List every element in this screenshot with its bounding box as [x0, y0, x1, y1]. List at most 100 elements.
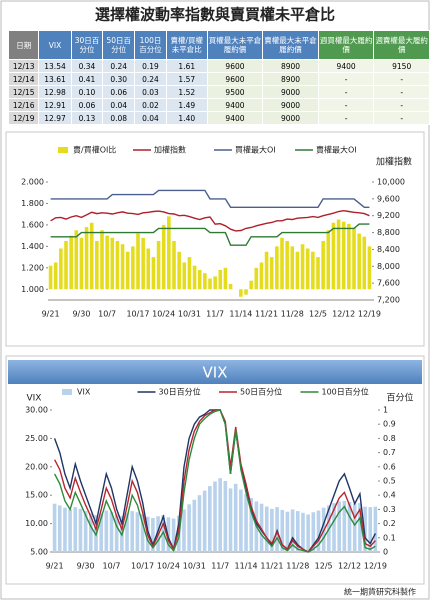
bar — [197, 495, 202, 552]
table-cell: 12.97 — [38, 111, 72, 125]
x-tick-label: 10/7 — [98, 310, 116, 319]
table-cell: 12.91 — [38, 98, 72, 112]
bar — [172, 241, 176, 290]
legend-label: VIX — [77, 388, 91, 397]
x-tick-label: 11/7 — [206, 310, 224, 319]
y2-tick-label: 7,200 — [377, 296, 400, 305]
y2-axis-title: 加權指數 — [376, 156, 412, 168]
x-tick-label: 11/7 — [211, 562, 229, 571]
bar — [68, 509, 72, 552]
bar — [53, 262, 58, 290]
table-cell: - — [317, 111, 375, 125]
table-cell: 0.03 — [134, 85, 167, 99]
y-tick-label: 1.400 — [21, 242, 44, 251]
bar — [269, 257, 274, 290]
bar — [167, 216, 171, 290]
x-tick-label: 12/5 — [309, 310, 327, 319]
table-cell: 1.49 — [165, 98, 208, 112]
bar — [285, 511, 290, 552]
chart-title: VIX — [203, 364, 228, 382]
x-tick-label: 12/19 — [364, 562, 387, 571]
y-tick-label: 25.00 — [25, 434, 48, 443]
x-tick-label: 12/12 — [338, 562, 361, 571]
bar — [208, 486, 212, 552]
bar — [192, 265, 197, 290]
y2-tick-label: 0.9 — [383, 420, 396, 429]
bar — [171, 518, 176, 552]
table-cell: 12/16 — [7, 98, 40, 112]
x-tick-label: 10/17 — [131, 562, 154, 571]
bar — [358, 503, 362, 552]
y2-tick-label: 0.8 — [383, 434, 396, 443]
bar — [342, 500, 347, 552]
bar — [161, 224, 166, 290]
header-cell: 50日百分位 — [102, 30, 136, 60]
x-tick-label: 12/12 — [332, 310, 355, 319]
bar — [177, 251, 181, 290]
x-tick-label: 9/30 — [77, 562, 95, 571]
bar — [105, 235, 109, 290]
bar — [290, 509, 295, 552]
bar — [74, 230, 79, 290]
bar — [63, 507, 67, 552]
bar — [311, 512, 316, 552]
bar — [223, 481, 228, 552]
x-tick-label: 10/31 — [183, 562, 206, 571]
bar — [83, 511, 88, 552]
bar — [88, 513, 93, 552]
y-tick-label: 1.800 — [21, 199, 44, 208]
table-row: 12/16 12.91 0.06 0.04 0.02 1.49 9400 9000- - — [7, 98, 430, 112]
table-cell: 9000 — [262, 111, 319, 125]
legend-label: 100日百分位 — [322, 387, 369, 397]
bar — [332, 503, 336, 552]
y-tick-label: 5.00 — [30, 548, 48, 557]
bar — [166, 517, 171, 552]
legend-label: 30日百分位 — [159, 387, 201, 397]
legend-label: 加權指數 — [154, 145, 186, 155]
table-cell: 12/15 — [7, 85, 40, 99]
bar — [109, 512, 114, 552]
y2-tick-label: 0.7 — [383, 448, 396, 457]
bar — [244, 289, 248, 295]
bar — [156, 241, 161, 290]
bar — [341, 221, 346, 290]
bar — [337, 501, 342, 552]
table-cell: 0.02 — [134, 98, 167, 112]
bar — [321, 241, 325, 290]
y-tick-label: 15.00 — [25, 491, 48, 500]
line — [53, 409, 376, 553]
bar — [249, 280, 253, 290]
bar — [331, 222, 336, 290]
bar — [259, 503, 264, 552]
y2-tick-label: 9,200 — [377, 211, 400, 220]
bar — [264, 251, 269, 290]
y-tick-label: 1.000 — [21, 285, 44, 294]
y-tick-label: 2.000 — [21, 178, 44, 187]
bar — [259, 262, 264, 290]
footer: 統一期貨研究科製作 — [344, 587, 416, 597]
x-tick-label: 10/24 — [157, 562, 180, 571]
table-row: 12/13 13.54 0.34 0.24 0.19 1.61 9600 8900 9400 91… — [7, 59, 430, 73]
table-cell: 12/13 — [7, 59, 40, 73]
bar — [52, 503, 57, 552]
bar — [64, 241, 68, 290]
bar — [187, 504, 191, 552]
bar — [104, 510, 109, 552]
bar — [187, 257, 192, 290]
x-tick-label: 10/17 — [126, 310, 149, 319]
table-cell: 0.30 — [102, 72, 136, 86]
bar — [95, 241, 99, 290]
header-cell: 週賣權最大履約價 — [373, 30, 430, 60]
bar — [78, 508, 83, 552]
y2-tick-label: 9,600 — [377, 194, 400, 203]
bar — [367, 246, 372, 290]
y2-tick-label: 0.4 — [383, 491, 396, 500]
bar — [213, 481, 217, 552]
y2-tick-label: 0 — [383, 548, 388, 557]
header-cell: 30日百分位 — [70, 30, 104, 60]
bar — [131, 246, 135, 290]
line — [50, 223, 370, 246]
bar — [249, 498, 254, 552]
bar — [151, 257, 156, 290]
